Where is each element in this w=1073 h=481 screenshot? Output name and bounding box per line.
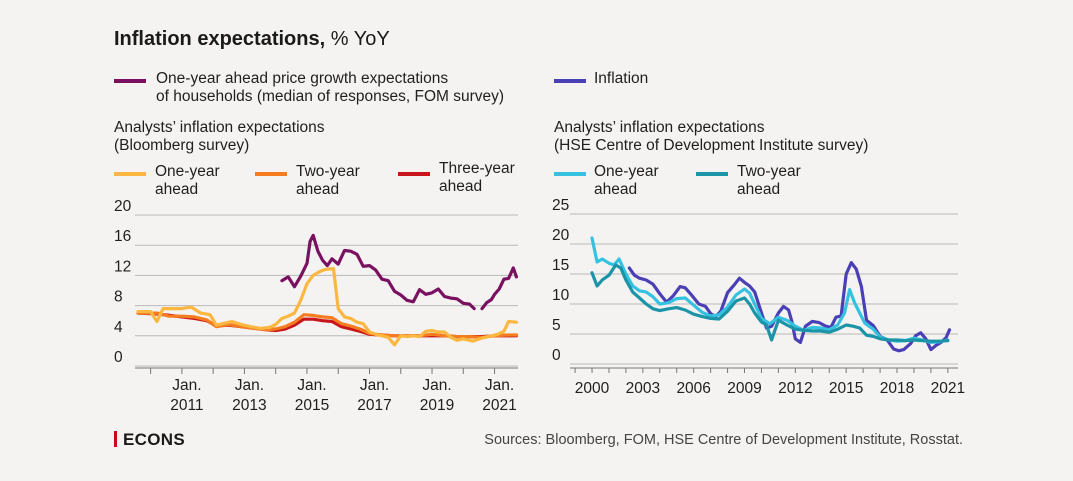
legend-bb-one-swatch — [114, 172, 146, 176]
hse-xtick-label: 2006 — [676, 380, 710, 397]
hse-heading: Analysts’ inflation expectations (HSE Ce… — [554, 119, 868, 155]
legend-bb-one-line1: One-year — [155, 163, 220, 180]
bloomberg-heading-line2: (Bloomberg survey) — [114, 137, 250, 154]
hse-heading-line2: (HSE Centre of Development Institute sur… — [554, 137, 869, 154]
legend-household: One-year ahead price growth expectations… — [156, 70, 504, 106]
bb-xtick-label-year: 2019 — [420, 397, 454, 414]
bb-xtick-label-month: Jan. — [172, 377, 201, 394]
legend-bb-two-line2: ahead — [296, 181, 340, 198]
bb-ytick-label: 0 — [114, 349, 123, 366]
legend-bb-three-swatch — [398, 172, 430, 176]
bb-xtick-label-month: Jan. — [422, 377, 451, 394]
sources-note: Sources: Bloomberg, FOM, HSE Centre of D… — [484, 432, 963, 448]
bloomberg-heading-line1: Analysts’ inflation expectations — [114, 119, 325, 136]
hse-xtick-label: 2012 — [778, 380, 812, 397]
legend-hse-two-line1: Two-year — [737, 163, 801, 180]
hse-ytick-label: 20 — [552, 227, 570, 244]
bb-xtick-label-month: Jan. — [297, 377, 326, 394]
bb-ytick-label: 8 — [114, 289, 123, 306]
legend-bb-one-line2: ahead — [155, 181, 199, 198]
bb-series-line-0-0 — [280, 233, 476, 311]
hse-ytick-label: 0 — [552, 347, 561, 364]
bb-xtick-label-month: Jan. — [485, 377, 514, 394]
bb-xtick-label-year: 2013 — [232, 397, 266, 414]
bb-ytick-label: 20 — [114, 198, 132, 215]
legend-household-swatch — [114, 79, 146, 83]
legend-hse-two-line2: ahead — [737, 181, 781, 198]
hse-series-line-0-0 — [627, 261, 952, 353]
bb-xtick-label-year: 2011 — [170, 397, 203, 414]
econs-logo: ECONS — [114, 430, 185, 450]
legend-hse-one-line2: ahead — [594, 181, 638, 198]
bb-xtick-label-year: 2017 — [357, 397, 391, 414]
legend-hse-one: One-year ahead — [594, 163, 659, 199]
legend-bb-two-swatch — [255, 172, 287, 176]
legend-hse-one-swatch — [554, 172, 586, 176]
bb-series-line-1-0 — [136, 267, 518, 347]
hse-ytick-label: 10 — [552, 287, 570, 304]
hse-ytick-label: 5 — [552, 317, 561, 334]
bb-series-line-2-0 — [136, 311, 518, 339]
legend-bb-two-line1: Two-year — [296, 163, 360, 180]
bloomberg-heading: Analysts’ inflation expectations (Bloomb… — [114, 119, 325, 155]
chart-title-unit: % YoY — [325, 28, 390, 50]
hse-xtick-label: 2021 — [931, 380, 965, 397]
bb-xtick-label-month: Jan. — [235, 377, 264, 394]
hse-heading-line1: Analysts’ inflation expectations — [554, 119, 765, 136]
legend-hse-one-line1: One-year — [594, 163, 659, 180]
bb-ytick-label: 4 — [114, 319, 123, 336]
legend-household-line1: One-year ahead price growth expectations — [156, 70, 449, 87]
legend-hse-two: Two-year ahead — [737, 163, 801, 199]
hse-xtick-label: 2009 — [727, 380, 761, 397]
legend-inflation: Inflation — [594, 70, 649, 87]
hse-xtick-label: 2003 — [626, 380, 660, 397]
bb-ytick-label: 16 — [114, 228, 131, 245]
hse-xtick-label: 2000 — [575, 380, 610, 397]
hse-xtick-label: 2015 — [829, 380, 863, 397]
logo-bar — [114, 431, 117, 447]
bb-series-line-0-1 — [480, 266, 518, 311]
legend-bb-three-line1: Three-year — [439, 160, 515, 177]
hse-series-line-2-0 — [590, 263, 950, 343]
legend-bb-three: Three-year ahead — [439, 160, 515, 196]
hse-ytick-label: 25 — [552, 197, 569, 214]
hse-series-line-1-0 — [590, 236, 950, 344]
bb-ytick-label: 12 — [114, 258, 131, 275]
legend-hse-two-swatch — [696, 172, 728, 176]
logo-text: ECONS — [123, 430, 185, 449]
legend-inflation-swatch — [554, 79, 586, 83]
legend-household-line2: of households (median of responses, FOM … — [156, 88, 505, 105]
bb-xtick-label-month: Jan. — [360, 377, 389, 394]
bb-xtick-label-year: 2015 — [295, 397, 329, 414]
bb-xtick-label-year: 2021 — [482, 397, 516, 414]
legend-bb-two: Two-year ahead — [296, 163, 360, 199]
hse-xtick-label: 2018 — [880, 380, 914, 397]
chart-title-bold: Inflation expectations, — [114, 28, 326, 50]
hse-ytick-label: 15 — [552, 257, 569, 274]
legend-bb-three-line2: ahead — [439, 178, 483, 195]
chart-title: Inflation expectations, % YoY — [114, 28, 390, 51]
legend-bb-one: One-year ahead — [155, 163, 220, 199]
